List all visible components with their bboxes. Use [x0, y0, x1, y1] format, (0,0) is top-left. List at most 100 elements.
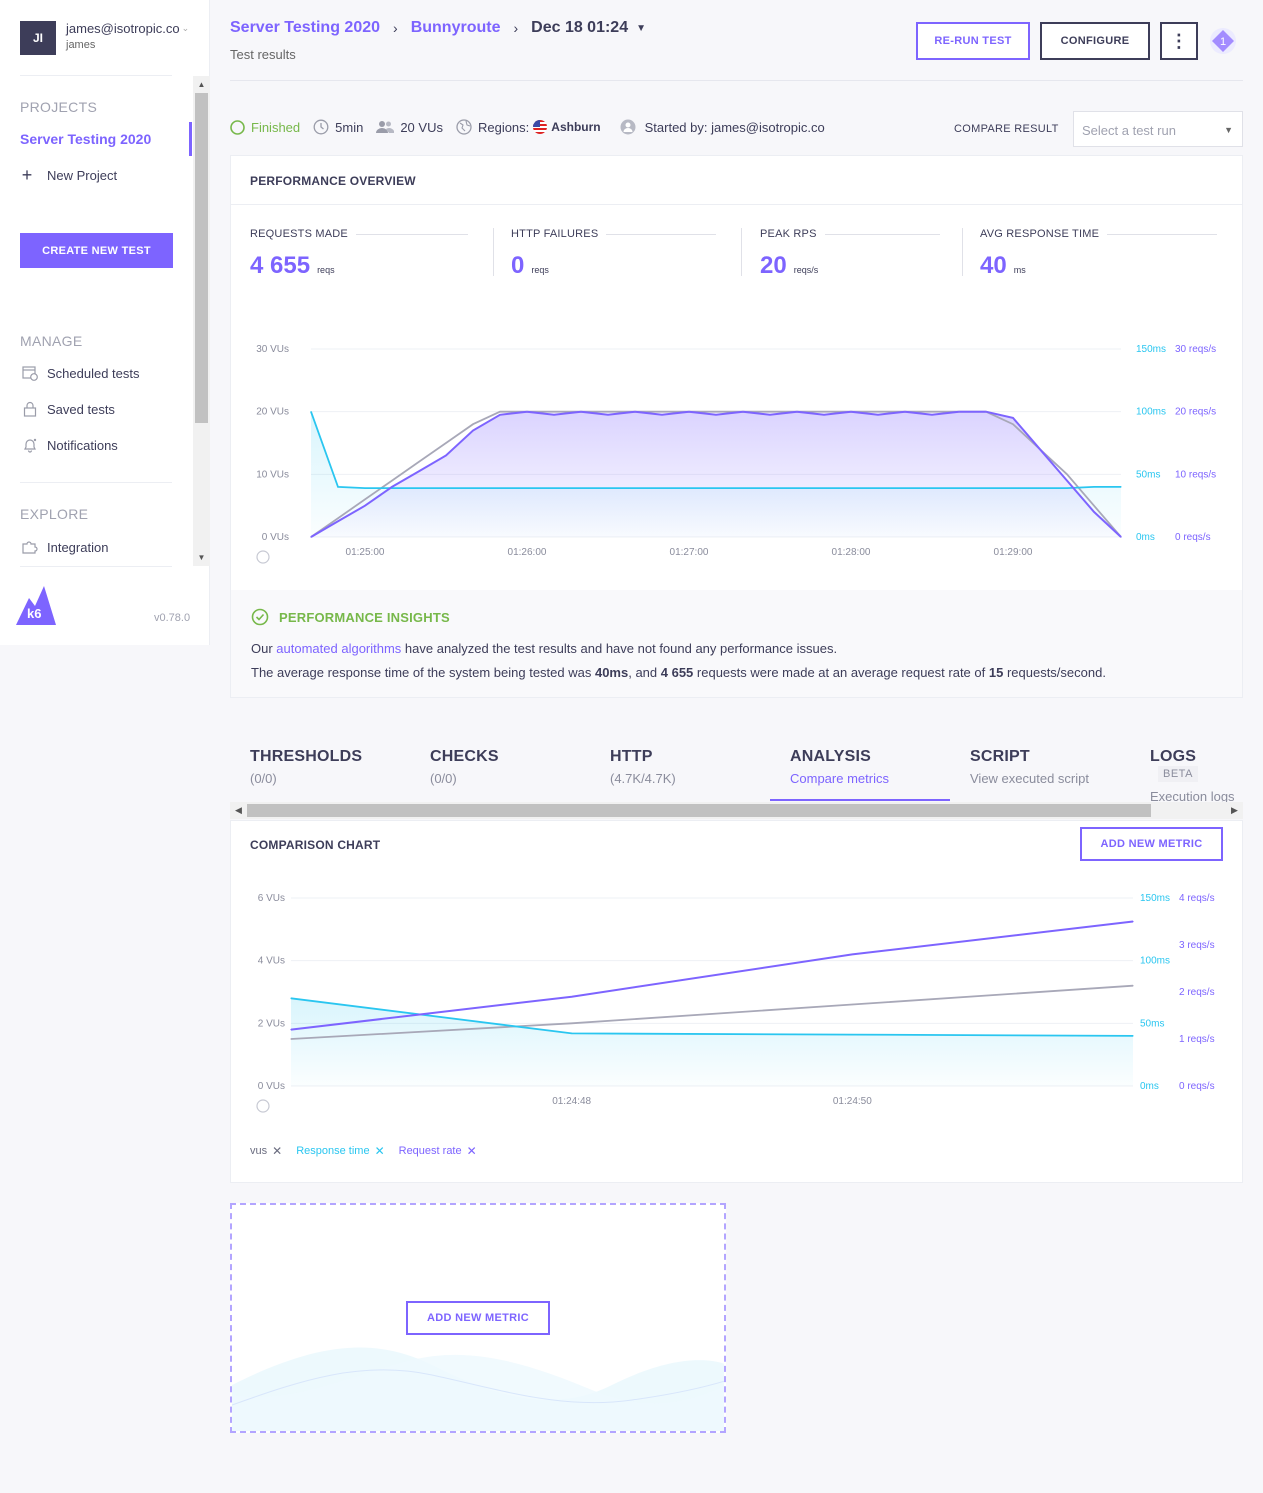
beta-badge: BETA: [1158, 766, 1198, 782]
x-tick-label: 01:28:00: [832, 547, 871, 558]
performance-chart[interactable]: 0 VUs 10 VUs 20 VUs 30 VUs 0ms 50ms 100ms 150ms…: [231, 336, 1242, 566]
card-title: PERFORMANCE OVERVIEW: [250, 174, 416, 188]
tab-subtitle: (0/0): [250, 771, 277, 786]
create-new-test-button[interactable]: CREATE NEW TEST: [20, 233, 173, 268]
response-time-data-point: [985, 487, 987, 489]
projects-heading: PROJECTS: [20, 99, 98, 115]
tab-subtitle: View executed script: [970, 771, 1089, 786]
response-time-data-point: [742, 487, 744, 489]
metric-value: 0: [511, 252, 525, 279]
scroll-thumb[interactable]: [247, 804, 1151, 817]
status-started-by: Started by: james@isotropic.co: [620, 119, 825, 135]
scroll-up-arrow[interactable]: ▲: [197, 80, 206, 89]
avatar[interactable]: JI: [20, 21, 56, 55]
x-tick-label: 01:29:00: [994, 547, 1033, 558]
tab-title: THRESHOLDS: [250, 748, 363, 765]
tabs-scrollbar[interactable]: ◀ ▶: [230, 802, 1243, 819]
tab-analysis[interactable]: ANALYSIS Compare metrics: [790, 748, 889, 786]
more-options-button[interactable]: ⋮: [1160, 22, 1198, 60]
tab-logs[interactable]: LOGSBETA Execution logs: [1150, 748, 1243, 804]
user-menu[interactable]: JI james@isotropic.co ⌄ james: [20, 21, 189, 55]
insights-value: 4 655: [660, 665, 694, 680]
divider: [231, 204, 1242, 205]
y-tick-label: 0 VUs: [258, 1081, 285, 1092]
compare-result-label: COMPARE RESULT: [954, 123, 1059, 135]
sidebar-item-saved-tests[interactable]: Saved tests: [20, 400, 115, 418]
legend-item-request-rate[interactable]: Request rate ✕: [399, 1144, 477, 1158]
close-icon[interactable]: ✕: [374, 1144, 385, 1158]
breadcrumb-run-selector[interactable]: Dec 18 01:24 ▼: [531, 19, 646, 37]
legend-item-vus[interactable]: vus ✕: [250, 1144, 282, 1158]
sidebar-scrollbar[interactable]: ▲ ▼: [193, 76, 210, 566]
close-icon[interactable]: ✕: [272, 1144, 283, 1158]
test-status-bar: Finished 5min 20 VUs Regions: Ashburn St…: [230, 119, 838, 135]
scroll-right-arrow[interactable]: ▶: [1231, 805, 1238, 815]
lock-icon: [20, 400, 40, 418]
request-rate-data-point: [904, 411, 906, 413]
scroll-thumb[interactable]: [195, 93, 208, 423]
automated-algorithms-link[interactable]: automated algorithms: [276, 641, 402, 656]
globe-icon: [456, 119, 472, 135]
k6-logo[interactable]: k6: [16, 586, 56, 626]
y-tick-label: 6 VUs: [258, 893, 285, 904]
request-rate-data-point: [1039, 448, 1041, 450]
y-tick-label-rps: 20 reqs/s: [1175, 407, 1216, 418]
tab-thresholds[interactable]: THRESHOLDS (0/0): [250, 748, 362, 786]
user-email: james@isotropic.co: [66, 21, 180, 36]
response-time-data-point: [337, 486, 339, 488]
request-rate-data-point: [526, 411, 528, 413]
status-finished: Finished: [230, 120, 300, 135]
tab-script[interactable]: SCRIPT View executed script: [970, 748, 1089, 786]
chevron-down-icon[interactable]: ⌄: [181, 23, 190, 33]
x-tick-label: 01:27:00: [670, 547, 709, 558]
notification-badge[interactable]: 1: [1210, 28, 1236, 54]
tab-checks[interactable]: CHECKS (0/0): [430, 748, 499, 786]
breadcrumb-project[interactable]: Server Testing 2020: [230, 19, 381, 36]
response-time-data-point: [1132, 1035, 1134, 1037]
response-time-data-point: [904, 487, 906, 489]
active-tab-indicator: [770, 799, 950, 801]
configure-button[interactable]: CONFIGURE: [1040, 22, 1150, 60]
scroll-left-arrow[interactable]: ◀: [235, 805, 242, 815]
metric-value: 40: [980, 252, 1007, 279]
legend-item-response-time[interactable]: Response time ✕: [296, 1144, 384, 1158]
response-time-data-point: [580, 487, 582, 489]
compare-placeholder: Select a test run: [1082, 123, 1176, 138]
sidebar-item-notifications[interactable]: Notifications: [20, 436, 118, 454]
new-project-label: New Project: [47, 167, 118, 183]
sidebar-item-integration[interactable]: Integration: [20, 538, 108, 556]
status-regions: Regions: Ashburn: [456, 119, 601, 135]
sidebar-item-active-project[interactable]: Server Testing 2020: [20, 131, 152, 147]
vus-text: 20 VUs: [400, 119, 443, 135]
legend-label: Request rate: [398, 1145, 462, 1157]
scroll-down-arrow[interactable]: ▼: [197, 553, 206, 562]
response-time-data-point: [877, 487, 879, 489]
response-time-data-point: [796, 487, 798, 489]
y-tick-label-ms: 0ms: [1140, 1081, 1159, 1092]
metric-value: 4 655: [250, 252, 311, 279]
sidebar-item-scheduled-tests[interactable]: Scheduled tests: [20, 364, 140, 382]
new-project-link[interactable]: + New Project: [20, 165, 118, 185]
metric-peak-rps: PEAK RPS 20 reqs/s: [760, 228, 940, 280]
tab-subtitle: (4.7K/4.7K): [610, 771, 676, 786]
add-new-metric-button[interactable]: ADD NEW METRIC: [1080, 827, 1223, 861]
comparison-chart[interactable]: 0 VUs 2 VUs 4 VUs 6 VUs 0ms 50ms 100ms 150ms 0 r…: [231, 881, 1242, 1121]
request-rate-data-point: [823, 414, 825, 416]
close-icon[interactable]: ✕: [466, 1144, 477, 1158]
divider: [20, 482, 172, 483]
tab-http[interactable]: HTTP (4.7K/4.7K): [610, 748, 676, 786]
explore-heading: EXPLORE: [20, 506, 89, 522]
vus-data-point: [1012, 423, 1014, 425]
vus-data-point: [715, 411, 717, 413]
add-new-metric-button[interactable]: ADD NEW METRIC: [406, 1301, 550, 1335]
request-rate-data-point: [661, 414, 663, 416]
request-rate-data-point: [418, 470, 420, 472]
y-tick-label: 4 VUs: [258, 956, 285, 967]
badge-count: 1: [1220, 36, 1226, 48]
rerun-test-button[interactable]: RE-RUN TEST: [916, 22, 1030, 60]
compare-run-select[interactable]: Select a test run ▼: [1073, 111, 1243, 147]
insights-text: The average response time of the system …: [251, 665, 595, 680]
request-rate-data-point: [877, 414, 879, 416]
tab-subtitle: Compare metrics: [790, 771, 889, 786]
breadcrumb-test[interactable]: Bunnyroute: [410, 19, 501, 36]
